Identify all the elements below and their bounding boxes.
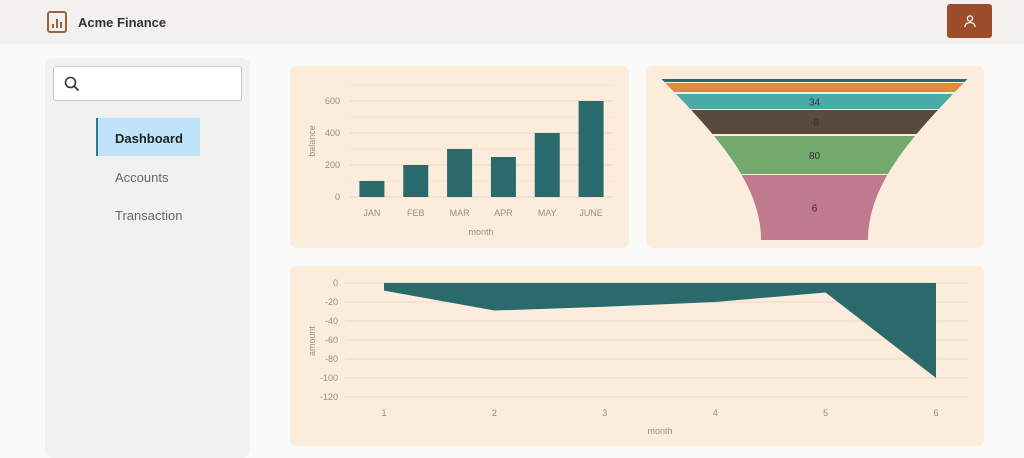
y-tick-label: 0 [335,192,340,202]
x-axis-label: month [468,227,493,237]
sidebar-item-label: Dashboard [115,131,183,146]
x-tick-label: 4 [713,408,718,418]
bar-chart-document-icon [47,11,67,33]
funnel-chart: 34 -8 80 6 [661,79,968,240]
funnel-segment [676,94,953,109]
bar-jan [359,181,385,197]
area-series [384,283,936,378]
funnel-segment [691,110,938,134]
balance-bar-chart: 0 200 400 600 JAN FEB MAR APR MAY JUNE month balanc… [307,84,613,237]
balance-bar-chart-card: 0 200 400 600 JAN FEB MAR APR MAY JUNE month balanc… [290,66,629,248]
y-tick-label: 600 [325,96,340,106]
y-tick-label: -100 [320,373,338,383]
x-tick-label: APR [494,208,513,218]
x-tick-label: JAN [363,208,380,218]
x-tick-label: FEB [407,208,425,218]
x-tick-label: 6 [933,408,938,418]
x-tick-label: MAY [538,208,557,218]
x-tick-label: 1 [381,408,386,418]
x-tick-label: MAR [450,208,471,218]
bar-may [534,133,560,197]
x-tick-label: JUNE [579,208,603,218]
sidebar-item-dashboard[interactable]: Dashboard [96,118,200,156]
x-tick-label: 3 [602,408,607,418]
y-tick-label: -40 [325,316,338,326]
search-input[interactable] [53,66,242,101]
sidebar: Dashboard Accounts Transaction [45,58,250,458]
user-icon [963,15,976,28]
y-axis-label: balance [307,125,317,157]
funnel-segment [714,136,915,174]
y-tick-label: 0 [333,278,338,288]
funnel-chart-card: 34 -8 80 6 [646,66,984,248]
funnel-segment [665,83,964,92]
x-tick-label: 2 [492,408,497,418]
amount-area-chart: 0 -20 -40 -60 -80 -100 -120 1 2 3 4 5 6 month amount [307,278,968,436]
app-header: Acme Finance [0,0,1024,44]
sidebar-item-transaction[interactable]: Transaction [96,195,200,233]
bar-june [578,101,604,197]
search-icon [64,76,80,92]
y-tick-label: 200 [325,160,340,170]
bar-mar [447,149,473,197]
y-tick-label: 400 [325,128,340,138]
sidebar-item-accounts[interactable]: Accounts [96,157,200,195]
amount-area-chart-card: 0 -20 -40 -60 -80 -100 -120 1 2 3 4 5 6 month amount [290,266,984,446]
user-menu-button[interactable] [947,4,992,38]
funnel-segment [741,175,888,240]
y-tick-label: -120 [320,392,338,402]
y-tick-label: -80 [325,354,338,364]
funnel-segment-label: 80 [809,151,821,162]
y-tick-label: -20 [325,297,338,307]
sidebar-item-label: Transaction [115,208,183,223]
y-axis-label: amount [307,325,317,356]
bar-feb [403,165,429,197]
y-tick-label: -60 [325,335,338,345]
funnel-segment-label: 6 [812,204,818,215]
sidebar-item-label: Accounts [115,170,169,185]
app-title: Acme Finance [78,15,167,30]
x-tick-label: 5 [823,408,828,418]
funnel-segment-label: 34 [809,98,821,109]
funnel-segment-label: -8 [810,118,819,129]
funnel-segment [661,79,968,82]
x-axis-label: month [647,426,672,436]
bar-apr [490,157,516,197]
